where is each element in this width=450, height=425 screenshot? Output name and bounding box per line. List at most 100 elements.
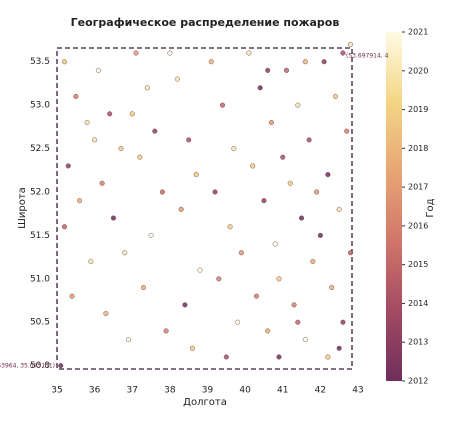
x-tick-label: 43 [352, 386, 363, 396]
fire-point [329, 285, 335, 291]
fire-point [167, 50, 173, 56]
fire-point [133, 50, 139, 56]
y-tick-label: 50.5 [30, 318, 50, 328]
fire-point [88, 258, 94, 264]
fire-point [238, 250, 244, 256]
x-tick-label: 42 [315, 386, 326, 396]
annotation: (49.953964, 35.075131) [0, 363, 55, 370]
y-tick-label: 51.0 [30, 274, 50, 284]
colorbar-tick-label: 2021 [408, 28, 428, 37]
y-axis-label: Широта [17, 187, 28, 229]
fire-point [208, 59, 214, 65]
fire-point [257, 85, 263, 91]
fire-point [107, 111, 113, 117]
fire-point [62, 224, 68, 230]
fire-point [280, 154, 286, 160]
fire-point [216, 276, 222, 282]
fire-point [325, 354, 331, 360]
colorbar-tick-label: 2020 [408, 66, 428, 75]
x-tick-label: 41 [277, 386, 288, 396]
fire-point [197, 267, 203, 273]
fire-point [73, 93, 79, 99]
fire-point [118, 146, 124, 152]
fire-point [344, 128, 350, 134]
fire-point [159, 189, 165, 195]
y-tick-label: 50.0 [30, 361, 50, 371]
colorbar-tick-label: 2017 [408, 183, 428, 192]
colorbar-tick-label: 2016 [408, 221, 428, 230]
fire-point [148, 232, 154, 238]
fire-point [265, 67, 271, 73]
x-tick-label: 38 [164, 386, 176, 396]
fire-point [268, 119, 274, 125]
fire-point [62, 59, 68, 65]
fire-point [110, 215, 116, 221]
fire-point [65, 163, 71, 169]
fire-point [152, 128, 158, 134]
y-tick-label: 52.5 [30, 144, 50, 154]
fire-point [347, 250, 353, 256]
fire-point [182, 302, 188, 308]
fire-point [276, 276, 282, 282]
fire-point [186, 137, 192, 143]
fire-point [284, 67, 290, 73]
fire-point [291, 302, 297, 308]
fire-point [212, 189, 218, 195]
colorbar-tick-label: 2018 [408, 144, 428, 153]
fire-point [99, 180, 105, 186]
fire-point [129, 111, 135, 117]
y-tick-label: 53.0 [30, 101, 50, 111]
fire-point [299, 215, 305, 221]
fire-point [174, 76, 180, 82]
y-tick-label: 52.0 [30, 187, 50, 197]
fire-point [276, 354, 282, 360]
fire-point [77, 198, 83, 204]
fire-point [58, 363, 64, 369]
fire-point [310, 258, 316, 264]
colorbar-tick-label: 2015 [408, 260, 428, 269]
fire-point [227, 224, 233, 230]
colorbar-label: Год [425, 198, 436, 217]
fire-point [144, 85, 150, 91]
x-tick-label: 35 [51, 386, 62, 396]
x-tick-label: 37 [127, 386, 138, 396]
x-tick-label: 39 [202, 386, 214, 396]
fire-point [321, 59, 327, 65]
fire-point [340, 319, 346, 325]
y-tick-label: 51.5 [30, 231, 50, 241]
fire-point [141, 285, 147, 291]
fire-point [332, 93, 338, 99]
fire-point [272, 241, 278, 247]
fire-point [253, 293, 259, 299]
fire-point [325, 172, 331, 178]
colorbar-tick-label: 2019 [408, 105, 428, 114]
fire-point [122, 250, 128, 256]
fire-point [261, 198, 267, 204]
y-tick-label: 53.5 [30, 57, 50, 67]
fire-point [295, 102, 301, 108]
fire-point [137, 154, 143, 160]
fire-point [231, 146, 237, 152]
x-tick-label: 36 [89, 386, 101, 396]
fire-point [265, 328, 271, 334]
fire-point [302, 337, 308, 343]
fire-point [193, 172, 199, 178]
fire-point [250, 163, 256, 169]
fire-point [317, 232, 323, 238]
chart-title: Географическое распределение пожаров [71, 16, 340, 29]
x-axis-label: Долгота [183, 397, 227, 408]
fire-point [92, 137, 98, 143]
annotation: (53.697914, 4 [346, 53, 389, 60]
fire-point [336, 206, 342, 212]
colorbar [386, 32, 402, 381]
fire-point [163, 328, 169, 334]
fire-point [340, 50, 346, 56]
fire-point [103, 311, 109, 317]
fire-point [95, 67, 101, 73]
fire-point [246, 50, 252, 56]
fire-point [302, 59, 308, 65]
colorbar-tick-label: 2013 [408, 338, 428, 347]
x-tick-label: 40 [239, 386, 251, 396]
colorbar-tick-label: 2014 [408, 299, 428, 308]
